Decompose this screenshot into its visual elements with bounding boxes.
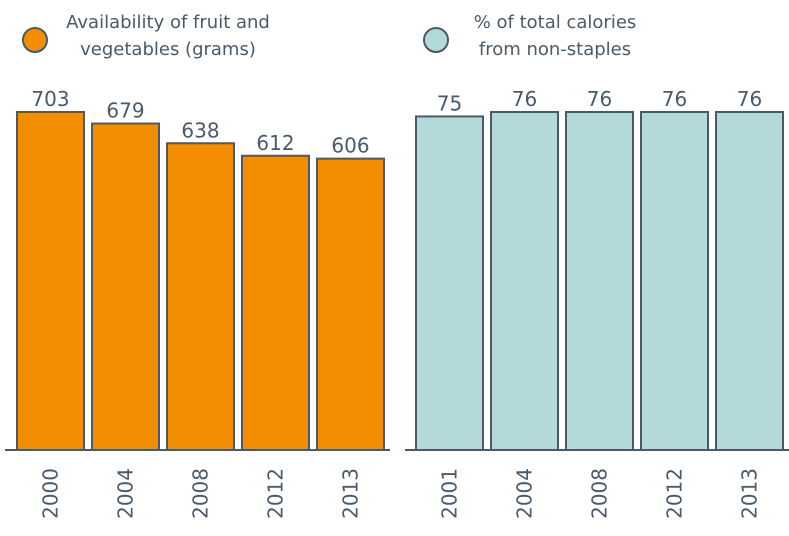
legend-label: % of total calories from non-staples bbox=[473, 12, 637, 60]
bar bbox=[316, 157, 385, 451]
value-label: 606 bbox=[331, 134, 369, 158]
bar bbox=[715, 111, 784, 451]
bar bbox=[640, 111, 709, 451]
x-tick-label: 2013 bbox=[339, 468, 363, 519]
x-tick-label: 2008 bbox=[189, 468, 213, 519]
value-label: 76 bbox=[662, 87, 687, 111]
value-label: 703 bbox=[31, 87, 69, 111]
x-tick-label: 2000 bbox=[39, 468, 63, 519]
value-label: 76 bbox=[587, 87, 612, 111]
legend-marker bbox=[22, 27, 48, 53]
value-label: 76 bbox=[512, 87, 537, 111]
bar bbox=[490, 111, 559, 451]
x-tick-label: 2012 bbox=[663, 468, 687, 519]
x-tick-label: 2004 bbox=[114, 468, 138, 519]
x-tick-label: 2013 bbox=[738, 468, 762, 519]
value-label: 76 bbox=[737, 87, 762, 111]
x-tick-label: 2012 bbox=[264, 468, 288, 519]
value-label: 638 bbox=[181, 118, 219, 142]
bar bbox=[16, 111, 85, 451]
bar bbox=[166, 142, 235, 452]
bar bbox=[91, 122, 160, 451]
bar bbox=[241, 154, 310, 451]
value-label: 612 bbox=[256, 131, 294, 155]
legend-label: Availability of fruit and vegetables (gr… bbox=[66, 12, 270, 60]
value-label: 679 bbox=[106, 99, 144, 123]
x-tick-label: 2008 bbox=[588, 468, 612, 519]
legend-marker bbox=[423, 27, 449, 53]
x-tick-label: 2001 bbox=[438, 468, 462, 519]
bar bbox=[565, 111, 634, 451]
bar bbox=[415, 115, 484, 452]
x-tick-label: 2004 bbox=[513, 468, 537, 519]
value-label: 75 bbox=[437, 91, 462, 115]
